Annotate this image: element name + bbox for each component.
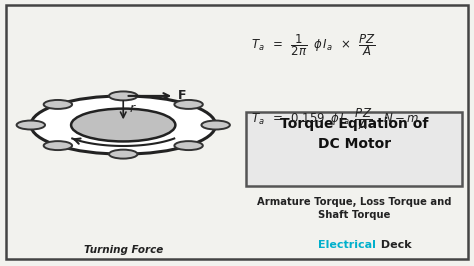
Ellipse shape <box>31 96 216 154</box>
Text: $T_a \;\; = \;\; \dfrac{1}{2\pi} \;\; \phi \, I_a \;\; \times \;\; \dfrac{PZ}{A}: $T_a \;\; = \;\; \dfrac{1}{2\pi} \;\; \p… <box>251 32 376 58</box>
Text: Armature Torque, Loss Torque and
Shaft Torque: Armature Torque, Loss Torque and Shaft T… <box>257 197 452 220</box>
Ellipse shape <box>201 120 230 130</box>
Text: F: F <box>178 89 186 102</box>
Ellipse shape <box>44 100 72 109</box>
Ellipse shape <box>71 109 175 142</box>
Ellipse shape <box>109 150 137 159</box>
Bar <box>246 112 462 186</box>
Ellipse shape <box>17 120 45 130</box>
Text: Deck: Deck <box>377 240 411 250</box>
Text: Torque Equation of
DC Motor: Torque Equation of DC Motor <box>280 117 428 151</box>
Ellipse shape <box>174 141 203 150</box>
Ellipse shape <box>174 100 203 109</box>
Text: Electrical: Electrical <box>318 240 375 250</box>
Text: Turning Force: Turning Force <box>83 245 163 255</box>
Ellipse shape <box>109 92 137 100</box>
Text: r: r <box>129 102 135 115</box>
Ellipse shape <box>44 141 72 150</box>
Text: $T_a \;\; = \;\; 0.159 \;\; \phi \, I_a \;\; \dfrac{PZ}{A} \quad N - m$: $T_a \;\; = \;\; 0.159 \;\; \phi \, I_a … <box>251 106 419 132</box>
